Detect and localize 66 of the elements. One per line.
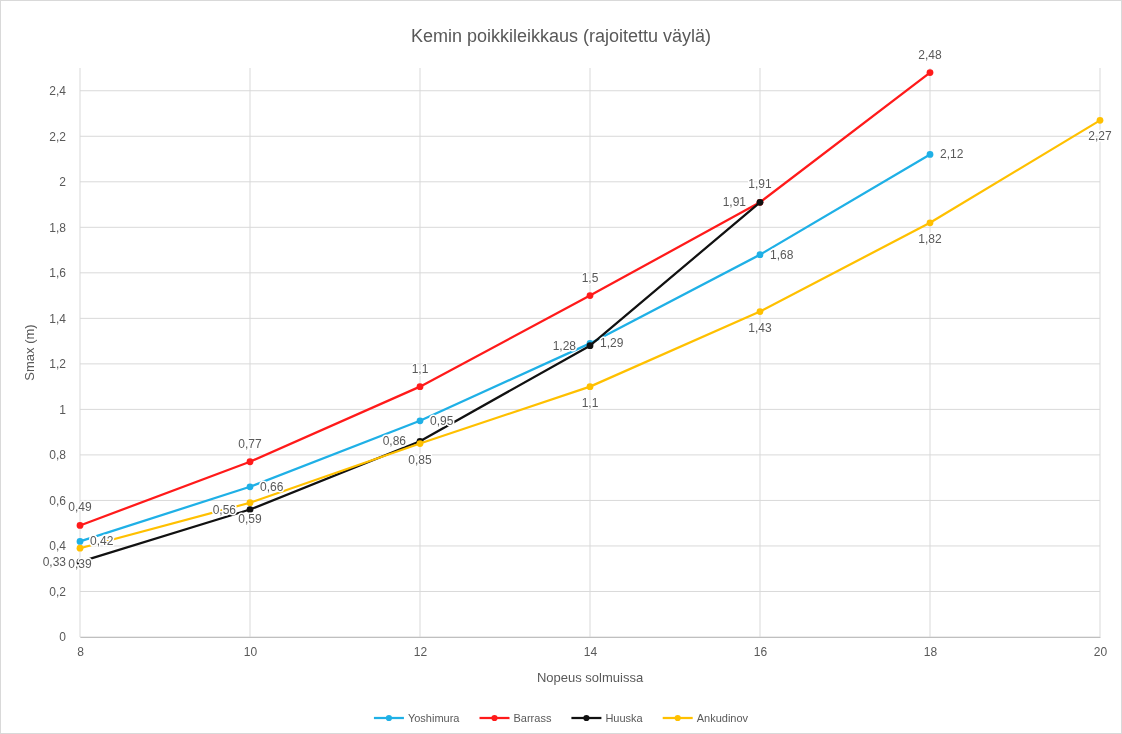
x-tick-label: 8 [77,644,85,659]
data-label: 0,33 [42,554,67,569]
point [586,383,594,391]
chart-title: Kemin poikkileikkaus (rajoitettu väylä) [410,26,712,46]
point [416,417,424,425]
y-tick-label: 2 [59,175,67,190]
y-tick-label: 0 [59,630,67,645]
point [246,506,254,513]
data-label: 1,1 [581,395,599,410]
point [926,151,934,158]
point [926,69,934,76]
y-tick-label: 1,6 [49,266,67,281]
data-label: 1,28 [552,338,577,353]
point [756,251,764,259]
data-label: 1,5 [581,270,599,285]
data-label: 1,1 [411,361,429,376]
y-tick-label: 1 [59,402,67,417]
y-tick-label: 0,8 [49,448,67,463]
y-tick-label: 0,6 [49,493,67,508]
y-tick-label: 1,4 [49,311,67,326]
y-tick-label: 0,2 [49,584,67,599]
y-tick-label: 1,8 [49,220,67,235]
data-label: 1,68 [770,247,794,262]
y-tick-label: 2,4 [49,84,67,99]
point [756,308,764,315]
point [246,458,254,466]
data-label: 0,95 [430,413,454,428]
x-tick-label: 16 [753,644,768,659]
data-label: 1,91 [748,177,772,192]
data-label: 2,27 [1088,129,1112,144]
data-label: 0,77 [238,436,262,451]
x-tick-label: 10 [243,644,258,659]
legend-label: Yoshimura [407,712,461,724]
data-label: 0,49 [68,500,92,515]
legend-label: Huuska [605,712,644,724]
data-label: 1,29 [600,336,624,351]
y-tick-label: 2,2 [49,129,67,144]
x-tick-label: 14 [583,644,598,659]
y-tick-label: 1,2 [49,357,67,372]
data-label: 0,59 [238,511,262,526]
point [416,383,424,391]
legend-label: Barrass [513,712,552,724]
point [586,292,594,299]
data-label: 0,85 [408,452,432,467]
point [76,522,84,529]
data-label: 0,86 [382,434,407,449]
data-label: 1,43 [748,320,772,335]
point [926,219,934,227]
point [246,483,254,491]
legend-label: Ankudinov [696,712,749,724]
x-tick-label: 12 [413,644,428,659]
point [246,499,254,507]
data-label: 2,48 [918,47,942,62]
point [76,538,84,545]
data-label: 0,66 [260,479,284,494]
data-label: 1,82 [918,231,942,246]
x-tick-label: 18 [923,644,938,659]
point [1096,116,1104,124]
y-tick-label: 0,4 [49,539,67,554]
point [76,544,84,552]
data-label: 2,12 [940,147,964,162]
y-axis-title: Smax (m) [22,324,37,381]
data-label: 1,91 [722,195,747,210]
data-label: 0,39 [68,557,92,572]
x-axis-title: Nopeus solmuissa [536,670,644,685]
x-tick-label: 20 [1093,644,1108,659]
